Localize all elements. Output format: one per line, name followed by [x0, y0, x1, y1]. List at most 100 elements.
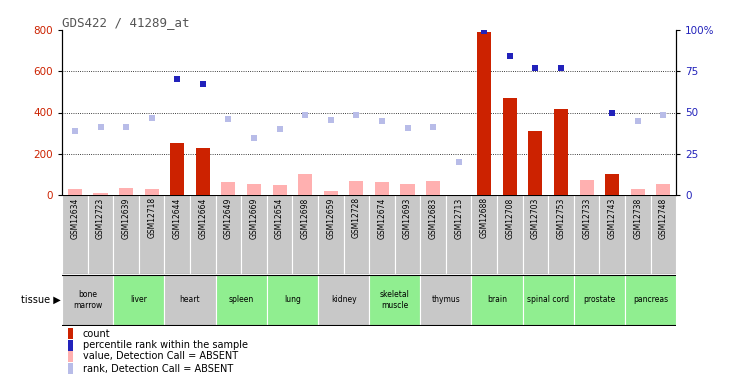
Bar [145, 189, 159, 195]
Text: GSM12738: GSM12738 [633, 197, 643, 238]
Text: GSM12664: GSM12664 [198, 197, 208, 239]
Text: GSM12708: GSM12708 [505, 197, 515, 238]
Text: GSM12698: GSM12698 [300, 197, 310, 238]
Bar [625, 195, 651, 274]
Text: GSM12723: GSM12723 [96, 197, 105, 238]
Text: count: count [83, 328, 110, 339]
Text: bone
marrow: bone marrow [73, 290, 102, 310]
Bar [625, 275, 676, 325]
Bar [477, 32, 491, 195]
Text: lung: lung [284, 296, 301, 304]
Bar [631, 189, 645, 195]
Text: spinal cord: spinal cord [527, 296, 569, 304]
Bar [401, 184, 414, 195]
Bar [196, 148, 210, 195]
Bar [580, 180, 594, 195]
Bar [292, 195, 318, 274]
Bar [241, 195, 267, 274]
Bar [656, 184, 670, 195]
Bar [62, 195, 88, 274]
Bar [599, 195, 625, 274]
Bar [529, 131, 542, 195]
Bar [523, 195, 548, 274]
Text: kidney: kidney [330, 296, 357, 304]
Text: GSM12753: GSM12753 [556, 197, 566, 239]
Text: GSM12713: GSM12713 [454, 197, 463, 238]
Text: GSM12733: GSM12733 [582, 197, 591, 239]
Bar [267, 275, 318, 325]
Bar [164, 275, 216, 325]
Bar [273, 185, 287, 195]
Bar [164, 195, 190, 274]
Bar [651, 195, 676, 274]
Text: GSM12644: GSM12644 [173, 197, 182, 239]
Bar [324, 191, 338, 195]
Bar [471, 195, 497, 274]
Text: GSM12683: GSM12683 [428, 197, 438, 238]
Bar [497, 195, 523, 274]
Text: GSM12634: GSM12634 [70, 197, 80, 239]
Text: GSM12728: GSM12728 [352, 197, 361, 238]
Text: value, Detection Call = ABSENT: value, Detection Call = ABSENT [83, 351, 238, 361]
Bar [471, 275, 523, 325]
Text: GSM12674: GSM12674 [377, 197, 387, 239]
Bar [113, 275, 164, 325]
Bar [574, 275, 625, 325]
Text: rank, Detection Call = ABSENT: rank, Detection Call = ABSENT [83, 364, 233, 374]
Text: GSM12654: GSM12654 [275, 197, 284, 239]
Text: brain: brain [487, 296, 507, 304]
Bar [247, 184, 261, 195]
Text: prostate: prostate [583, 296, 616, 304]
Bar [216, 195, 241, 274]
Text: GSM12688: GSM12688 [480, 197, 489, 238]
Text: GSM12748: GSM12748 [659, 197, 668, 238]
Bar [369, 275, 420, 325]
Bar [62, 275, 113, 325]
Text: skeletal
muscle: skeletal muscle [380, 290, 409, 310]
Text: thymus: thymus [431, 296, 461, 304]
Text: pancreas: pancreas [633, 296, 668, 304]
Text: percentile rank within the sample: percentile rank within the sample [83, 340, 248, 350]
Bar [605, 174, 619, 195]
Bar [221, 182, 235, 195]
Bar [375, 182, 389, 195]
Bar [503, 98, 517, 195]
Text: GSM12669: GSM12669 [249, 197, 259, 239]
Text: GSM12693: GSM12693 [403, 197, 412, 239]
Bar [216, 275, 267, 325]
Text: spleen: spleen [229, 296, 254, 304]
Bar [267, 195, 292, 274]
Text: GSM12639: GSM12639 [121, 197, 131, 239]
Bar [139, 195, 164, 274]
Bar [68, 351, 73, 362]
Bar [94, 193, 107, 195]
Bar [344, 195, 369, 274]
Bar [446, 195, 471, 274]
Bar [113, 195, 139, 274]
Bar [395, 195, 420, 274]
Text: GSM12659: GSM12659 [326, 197, 336, 239]
Text: GDS422 / 41289_at: GDS422 / 41289_at [62, 16, 189, 29]
Bar [420, 275, 471, 325]
Bar [170, 144, 184, 195]
Bar [523, 275, 574, 325]
Bar [554, 110, 568, 195]
Bar [88, 195, 113, 274]
Bar [574, 195, 599, 274]
Bar [119, 188, 133, 195]
Bar [420, 195, 446, 274]
Bar [68, 328, 73, 339]
Bar [190, 195, 216, 274]
Text: GSM12649: GSM12649 [224, 197, 233, 239]
Text: GSM12718: GSM12718 [147, 197, 156, 238]
Bar [68, 363, 73, 374]
Bar [68, 189, 82, 195]
Bar [68, 340, 73, 351]
Text: GSM12703: GSM12703 [531, 197, 540, 239]
Bar [318, 195, 344, 274]
Text: tissue ▶: tissue ▶ [21, 295, 61, 305]
Bar [318, 275, 369, 325]
Text: heart: heart [180, 296, 200, 304]
Text: GSM12743: GSM12743 [607, 197, 617, 239]
Bar [426, 181, 440, 195]
